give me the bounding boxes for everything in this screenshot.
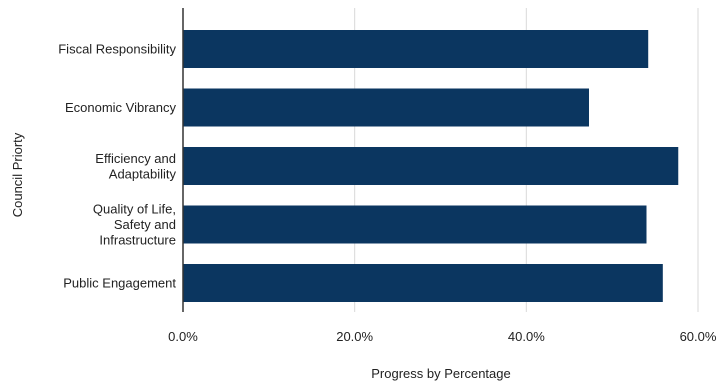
category-label: Quality of Life, Safety and Infrastructure [93,202,176,248]
category-label-line: Adaptability [109,166,177,181]
x-tick-label: 20.0% [336,329,373,344]
x-tick-label: 0.0% [168,329,198,344]
bars [183,30,679,302]
bar [183,205,647,244]
category-label: Fiscal Responsibility [58,42,176,57]
category-label-line: Quality of Life, [93,202,176,217]
bar [183,88,589,127]
labels: 0.0% 20.0% 40.0% 60.0% Fiscal Responsibility… [58,42,717,345]
bar [183,264,663,302]
category-label-line: Fiscal Responsibility [58,42,176,57]
category-label: Public Engagement [63,276,176,291]
y-axis-title: Council Priorty [10,132,25,217]
x-tick-label: 60.0% [680,329,717,344]
category-label-line: Public Engagement [63,276,176,291]
category-label-line: Safety and [114,217,176,232]
category-label: Efficiency and Adaptability [95,151,176,182]
category-label-line: Infrastructure [99,233,176,248]
bar [183,147,679,185]
category-label-line: Efficiency and [95,151,176,166]
category-label: Economic Vibrancy [65,100,177,115]
x-tick-label: 40.0% [508,329,545,344]
category-label-line: Economic Vibrancy [65,100,177,115]
x-axis-title: Progress by Percentage [371,366,510,381]
bar [183,30,649,68]
